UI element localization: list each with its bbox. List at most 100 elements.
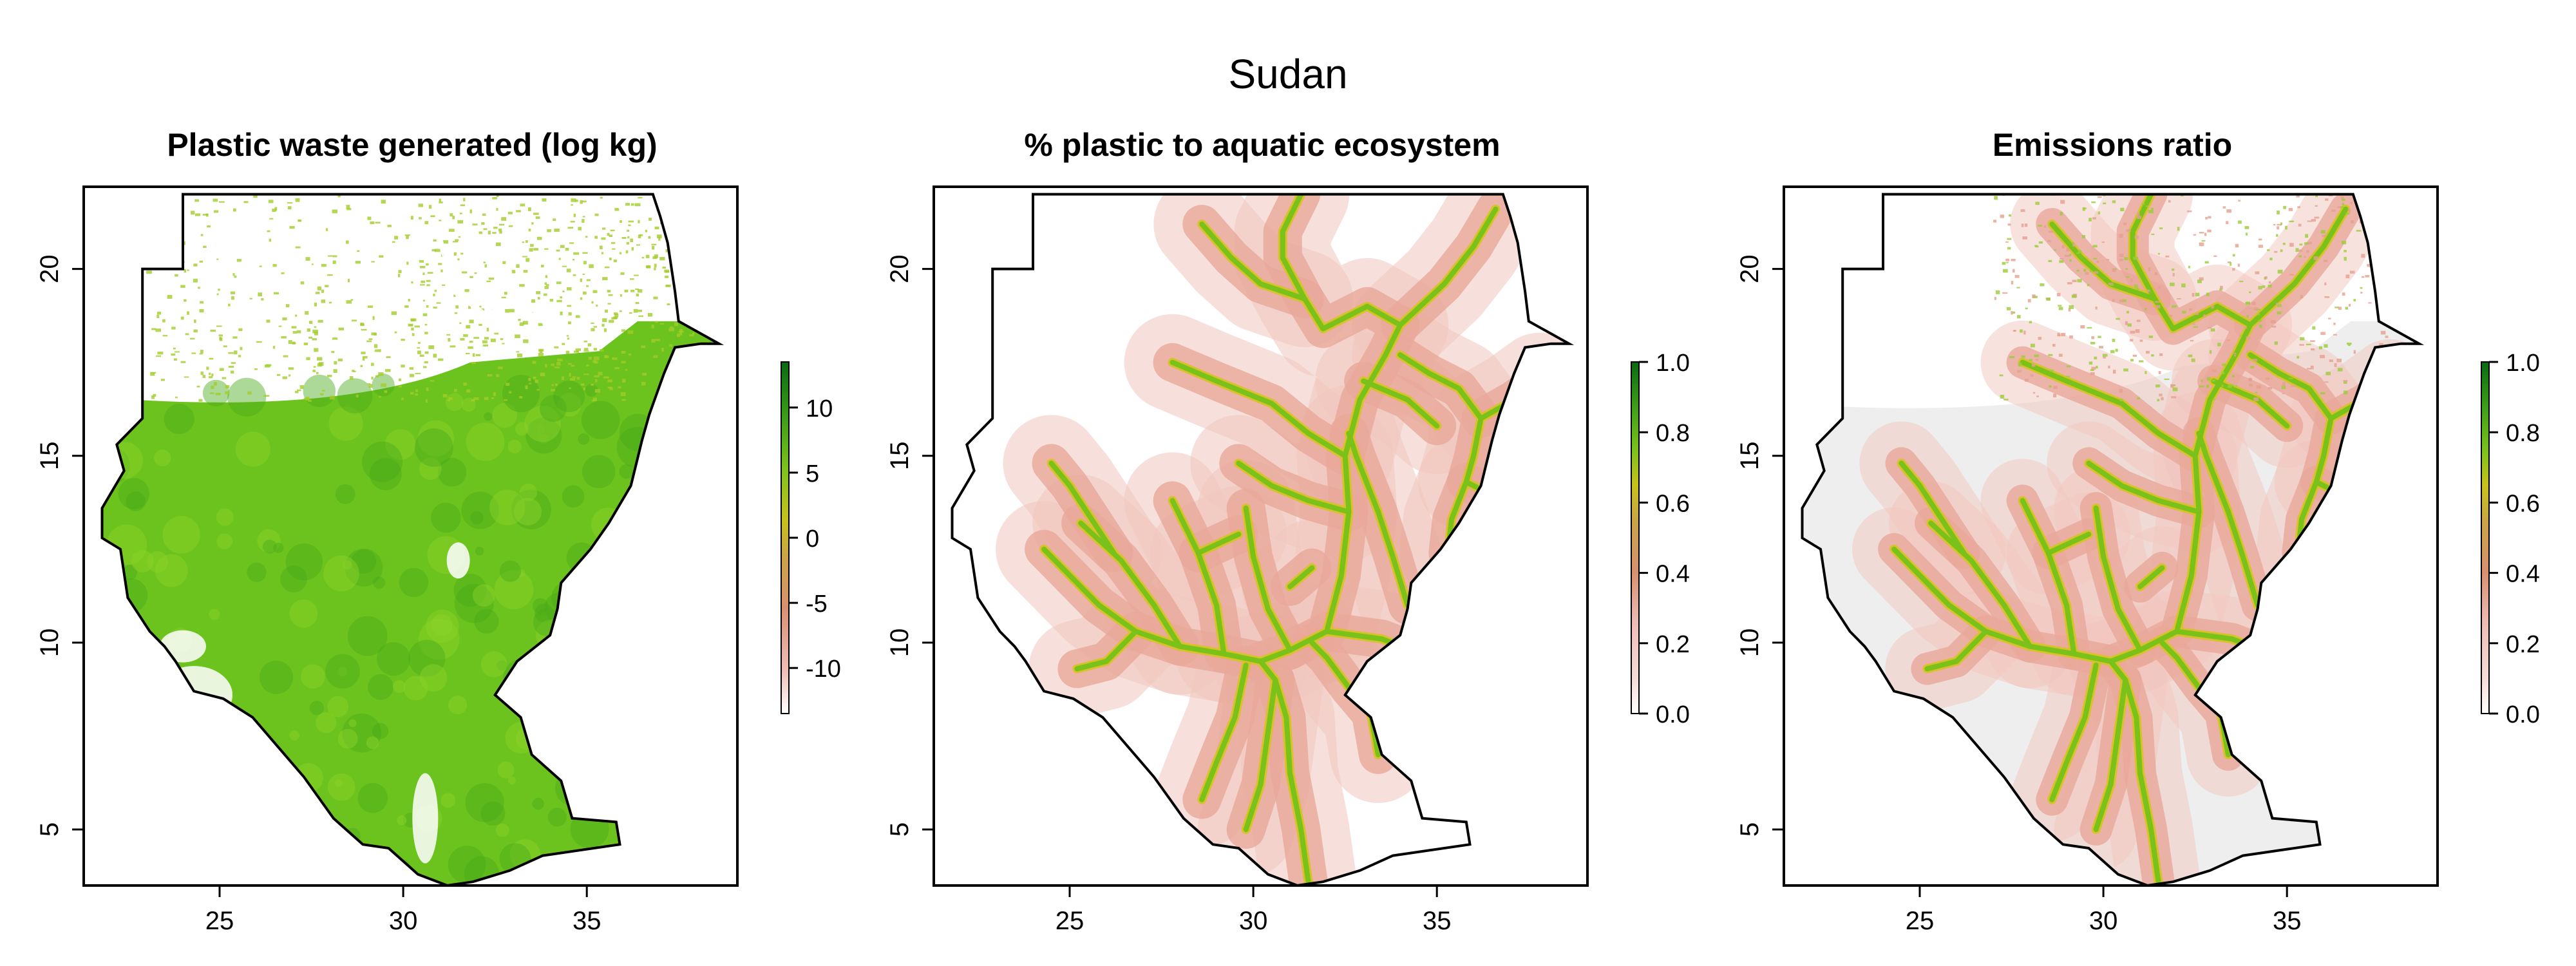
waste-speckle [398, 270, 401, 273]
waste-speckle [151, 328, 156, 330]
ratio-speckle [2140, 339, 2143, 341]
waste-speckle [193, 279, 198, 283]
waste-speckle [329, 302, 332, 304]
waste-speckle [193, 330, 197, 333]
ratio-speckle [2098, 211, 2101, 214]
waste-texture [303, 375, 336, 407]
waste-speckle [321, 264, 327, 267]
ratio-speckle [2113, 370, 2116, 374]
ratio-speckle [2047, 298, 2050, 301]
ratio-speckle [2269, 258, 2272, 260]
ratio-speckle [2262, 285, 2265, 288]
ratio-speckle [2192, 293, 2195, 297]
waste-speckle [146, 270, 152, 274]
waste-speckle [556, 281, 562, 284]
waste-speckle [370, 222, 374, 224]
waste-speckle [211, 374, 213, 377]
waste-speckle [679, 190, 683, 193]
waste-speckle [392, 242, 395, 243]
waste-texture [470, 511, 483, 524]
waste-gap [155, 666, 232, 724]
ratio-speckle [2239, 281, 2243, 282]
ratio-speckle [2189, 308, 2192, 311]
ratio-speckle [2112, 299, 2115, 302]
waste-speckle [638, 220, 639, 223]
waste-texture [415, 428, 453, 467]
waste-speckle [516, 264, 519, 268]
ratio-speckle [2021, 209, 2025, 212]
ratio-speckle [2190, 340, 2193, 341]
waste-texture [446, 393, 464, 411]
waste-speckle [533, 213, 539, 214]
waste-speckle [578, 227, 582, 230]
waste-speckle [595, 379, 597, 383]
waste-speckle [401, 365, 405, 367]
waste-speckle [148, 221, 153, 223]
waste-speckle [232, 273, 234, 276]
ratio-speckle [2123, 223, 2126, 225]
waste-speckle [689, 275, 692, 278]
waste-speckle [647, 189, 652, 191]
ratio-speckle [2331, 209, 2335, 211]
waste-speckle [509, 225, 513, 227]
waste-speckle [201, 372, 204, 375]
waste-speckle [684, 363, 687, 365]
waste-texture [440, 793, 455, 808]
waste-speckle [161, 216, 164, 220]
waste-speckle [516, 210, 521, 212]
ratio-speckle [2168, 315, 2172, 317]
waste-texture [673, 838, 687, 852]
waste-speckle [620, 220, 622, 223]
waste-speckle [641, 345, 645, 348]
waste-speckle [605, 355, 607, 357]
ratio-speckle [2268, 387, 2272, 390]
waste-speckle [550, 299, 553, 301]
waste-speckle [424, 332, 428, 334]
waste-speckle [296, 198, 300, 202]
ratio-speckle [2345, 274, 2349, 278]
ratio-speckle [2265, 276, 2268, 279]
waste-speckle [223, 345, 227, 347]
ratio-speckle [2238, 200, 2240, 202]
ratio-speckle [2090, 372, 2095, 375]
x-tick-label: 35 [2273, 907, 2302, 935]
y-tick-label: 10 [35, 629, 64, 658]
waste-speckle [517, 354, 522, 357]
waste-speckle [583, 261, 587, 264]
waste-texture [582, 649, 619, 686]
waste-speckle [571, 221, 575, 223]
waste-speckle [464, 289, 469, 292]
ratio-speckle [2383, 372, 2389, 374]
waste-speckle [430, 380, 435, 381]
waste-speckle [322, 390, 325, 391]
ratio-speckle [2312, 327, 2315, 330]
waste-speckle [333, 260, 336, 263]
ratio-speckle [2137, 212, 2139, 216]
waste-speckle [209, 358, 214, 360]
waste-texture [616, 730, 647, 761]
waste-speckle [484, 337, 489, 339]
ratio-speckle [2268, 190, 2273, 192]
ratio-speckle [2139, 360, 2143, 362]
waste-speckle [675, 207, 679, 210]
waste-speckle [586, 365, 589, 366]
legend-tick-label: 0.8 [2506, 420, 2540, 447]
waste-speckle [191, 352, 196, 354]
waste-speckle [411, 281, 413, 283]
waste-texture [338, 729, 358, 749]
legend-colorbar [2481, 362, 2489, 714]
ratio-speckle [2036, 395, 2039, 397]
waste-speckle [159, 232, 163, 236]
waste-speckle [620, 272, 624, 275]
ratio-speckle [2028, 299, 2031, 302]
waste-speckle [348, 279, 350, 282]
waste-speckle [569, 312, 572, 316]
ratio-speckle [2304, 256, 2306, 258]
waste-speckle [525, 385, 527, 389]
waste-texture [562, 485, 585, 507]
ratio-speckle [2003, 269, 2008, 273]
waste-texture [107, 596, 115, 603]
waste-speckle [309, 321, 312, 324]
waste-speckle [636, 244, 640, 245]
waste-speckle [689, 270, 694, 272]
